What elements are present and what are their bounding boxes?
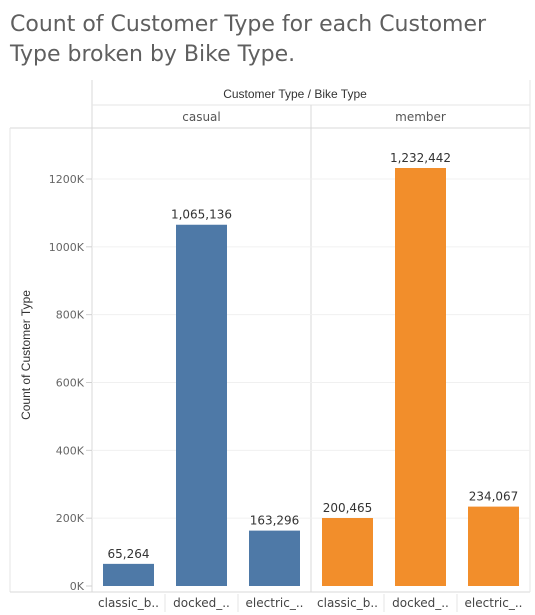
data-label: 1,232,442 xyxy=(390,151,451,165)
y-tick-label: 800K xyxy=(56,309,85,322)
category-label: docked_.. xyxy=(392,596,449,610)
group-label-member: member xyxy=(395,110,446,124)
bar-member-0[interactable] xyxy=(322,518,373,586)
category-label: electric_.. xyxy=(246,596,304,610)
data-labels: 65,264 1,065,136 163,296 200,465 1,232,442 23… xyxy=(108,151,519,561)
group-label-casual: casual xyxy=(182,110,221,124)
data-label: 65,264 xyxy=(108,547,150,561)
data-label: 163,296 xyxy=(250,514,300,528)
y-tick-label: 1000K xyxy=(49,241,85,254)
bar-casual-2[interactable] xyxy=(249,531,300,586)
data-label: 1,065,136 xyxy=(171,208,232,222)
y-axis-ticks: 0K 200K 400K 600K 800K 1000K 1200K xyxy=(49,173,92,593)
category-label: classic_b.. xyxy=(98,596,159,610)
y-tick-label: 1200K xyxy=(49,173,85,186)
data-label: 234,067 xyxy=(469,490,519,504)
y-tick-label: 0K xyxy=(70,580,85,593)
y-tick-label: 600K xyxy=(56,377,85,390)
bar-casual-0[interactable] xyxy=(103,564,154,586)
y-tick-label: 200K xyxy=(56,512,85,525)
bar-casual-1[interactable] xyxy=(176,225,227,586)
category-labels: classic_b.. docked_.. electric_.. classic_b… xyxy=(98,594,522,612)
bar-member-1[interactable] xyxy=(395,168,446,586)
category-label: docked_.. xyxy=(173,596,230,610)
category-label: classic_b.. xyxy=(317,596,378,610)
y-tick-label: 400K xyxy=(56,444,85,457)
y-axis-label: Count of Customer Type xyxy=(19,290,33,420)
category-label: electric_.. xyxy=(465,596,523,610)
data-label: 200,465 xyxy=(323,501,373,515)
column-header: Customer Type / Bike Type xyxy=(223,87,367,101)
bar-member-2[interactable] xyxy=(468,507,519,586)
